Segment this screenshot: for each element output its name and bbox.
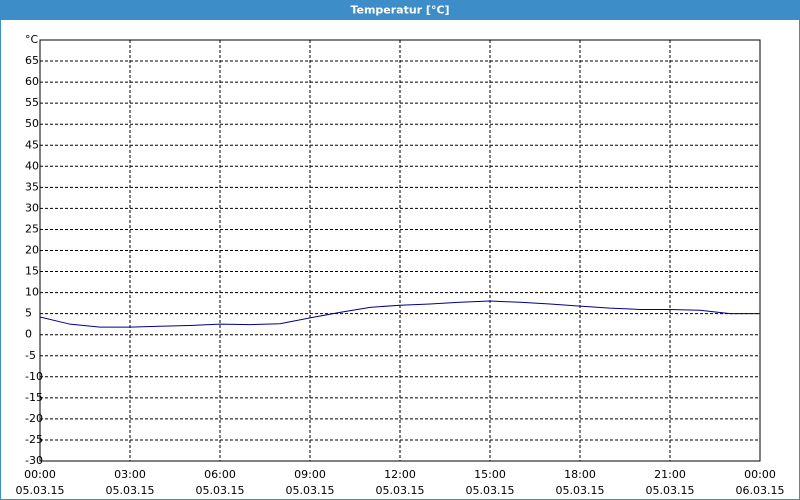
y-tick-label: 20 — [25, 244, 39, 257]
y-tick-label: 5 — [25, 307, 32, 320]
x-tick-date: 05.03.15 — [196, 484, 245, 497]
x-tick-label: 03:00 — [114, 468, 146, 481]
y-tick-label: 60 — [25, 75, 39, 88]
y-tick-label: 10 — [25, 286, 39, 299]
y-tick-label: -15 — [25, 391, 43, 404]
x-tick-date: 05.03.15 — [556, 484, 605, 497]
y-tick-label: 0 — [25, 328, 32, 341]
x-tick-date: 05.03.15 — [16, 484, 65, 497]
x-tick-label: 00:00 — [24, 468, 56, 481]
x-tick-date: 05.03.15 — [106, 484, 155, 497]
y-tick-label: -10 — [25, 370, 43, 383]
x-tick-label: 21:00 — [654, 468, 686, 481]
y-tick-label: 65 — [25, 54, 39, 67]
x-tick-label: 12:00 — [384, 468, 416, 481]
title-bar — [0, 0, 800, 20]
x-tick-date: 05.03.15 — [466, 484, 515, 497]
x-tick-date: 05.03.15 — [376, 484, 425, 497]
y-tick-label: 25 — [25, 222, 39, 235]
y-tick-label: 50 — [25, 117, 39, 130]
y-tick-label: 40 — [25, 159, 39, 172]
y-tick-label: °C — [25, 33, 39, 46]
y-tick-label: 35 — [25, 180, 39, 193]
y-tick-label: 45 — [25, 138, 39, 151]
x-tick-label: 15:00 — [474, 468, 506, 481]
chart-title: Temperatur [°C] — [350, 4, 449, 17]
x-tick-label: 18:00 — [564, 468, 596, 481]
x-tick-label: 06:00 — [204, 468, 236, 481]
y-tick-label: 15 — [25, 265, 39, 278]
y-tick-label: 55 — [25, 96, 39, 109]
y-tick-label: -25 — [25, 433, 43, 446]
y-tick-label: -30 — [25, 454, 43, 467]
x-tick-date: 05.03.15 — [286, 484, 335, 497]
y-tick-label: 30 — [25, 201, 39, 214]
x-tick-label: 00:00 — [744, 468, 776, 481]
y-tick-label: -5 — [25, 349, 36, 362]
data-line — [39, 300, 760, 328]
x-tick-label: 09:00 — [294, 468, 326, 481]
x-tick-date: 06.03.15 — [736, 484, 785, 497]
x-tick-date: 05.03.15 — [646, 484, 695, 497]
y-tick-label: -20 — [25, 412, 43, 425]
